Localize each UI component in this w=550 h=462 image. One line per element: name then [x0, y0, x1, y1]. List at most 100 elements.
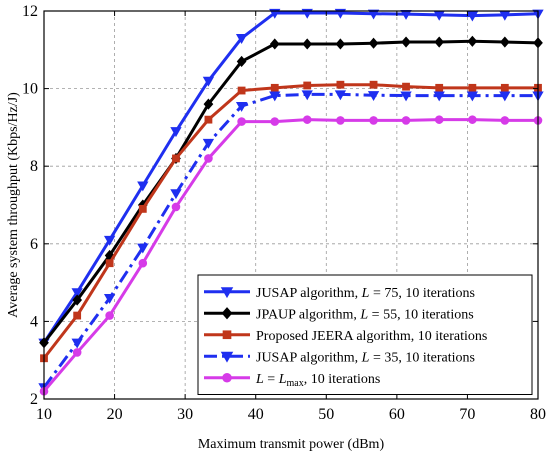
- data-point: [301, 90, 313, 101]
- data-point: [467, 35, 478, 47]
- legend-marker: [222, 372, 232, 383]
- x-tick-label: 80: [530, 406, 546, 423]
- data-point: [367, 9, 380, 20]
- data-point: [302, 115, 312, 124]
- data-point: [202, 76, 215, 87]
- data-point: [336, 116, 345, 125]
- x-tick-label: 50: [318, 406, 334, 423]
- series-2: [40, 80, 542, 363]
- series-line: [42, 39, 539, 344]
- ticks: 10 20 30 40 50 60 70 80 2 4 6 8 10 12: [22, 3, 546, 423]
- data-point: [137, 243, 149, 254]
- data-point: [369, 80, 378, 89]
- data-point: [302, 38, 313, 50]
- x-axis-label: Maximum transmit power (dBm): [198, 437, 385, 452]
- data-point: [401, 116, 411, 125]
- legend-label: JUSAP algorithm, L = 35, 10 iterations: [256, 350, 475, 365]
- y-axis-label: Average system throughput (Kbps/Hz/J): [6, 92, 21, 318]
- legend-item: JUSAP algorithm, L = 35, 10 iterations: [204, 350, 475, 365]
- data-point: [400, 91, 412, 102]
- legend-box: [197, 274, 533, 395]
- series-line: [42, 92, 538, 389]
- data-point: [171, 202, 181, 212]
- x-tick-label: 60: [389, 406, 405, 423]
- data-point: [434, 115, 444, 124]
- legend-marker: [221, 307, 233, 320]
- data-point: [466, 11, 479, 22]
- data-point: [105, 311, 114, 320]
- data-point: [204, 154, 213, 163]
- data-point: [170, 189, 182, 200]
- data-point: [73, 311, 82, 320]
- data-point: [402, 82, 410, 91]
- series-line: [42, 11, 539, 344]
- series-line: [42, 118, 538, 393]
- data-point: [435, 83, 444, 92]
- data-point: [72, 348, 82, 357]
- data-point: [236, 55, 247, 67]
- x-tick-label: 40: [248, 406, 264, 423]
- data-point: [270, 117, 280, 126]
- data-point: [237, 86, 246, 95]
- data-point: [71, 288, 83, 299]
- x-tick-label: 70: [459, 406, 475, 423]
- data-point: [401, 36, 411, 48]
- legend-marker: [222, 330, 232, 340]
- data-point: [433, 91, 445, 102]
- data-point: [138, 204, 147, 213]
- data-point: [367, 91, 380, 102]
- legend: JUSAP algorithm, L = 75, 10 iterations JP…: [197, 274, 533, 395]
- data-point: [72, 294, 83, 306]
- legend-item: JPAUP algorithm, L = 55, 10 iterations: [204, 307, 474, 322]
- y-tick-label: 2: [30, 391, 38, 408]
- data-point: [172, 154, 180, 163]
- data-point: [137, 181, 149, 192]
- legend-label: L = Lmax, 10 iterations: [255, 372, 380, 389]
- legend-label: JPAUP algorithm, L = 55, 10 iterations: [256, 307, 474, 322]
- data-point: [170, 127, 182, 138]
- data-point: [499, 91, 511, 102]
- data-point: [369, 116, 378, 125]
- y-tick-label: 4: [30, 313, 38, 330]
- legend-label: Proposed JEERA algorithm, 10 iterations: [256, 329, 487, 344]
- data-point: [269, 91, 281, 102]
- legend-label: JUSAP algorithm, L = 75, 10 iterations: [256, 286, 475, 301]
- data-point: [105, 259, 114, 268]
- y-tick-label: 8: [30, 158, 38, 175]
- data-point: [103, 235, 116, 246]
- data-point: [368, 37, 379, 49]
- data-point: [270, 83, 279, 92]
- y-tick-label: 6: [30, 236, 38, 253]
- data-point: [466, 91, 479, 102]
- x-tick-label: 20: [107, 406, 123, 423]
- data-point: [71, 338, 83, 349]
- y-tick-label: 10: [22, 81, 38, 98]
- data-point: [468, 83, 477, 92]
- data-point: [500, 116, 510, 125]
- series-4: [39, 115, 543, 396]
- data-point: [235, 34, 248, 44]
- plot-frame: [43, 10, 539, 400]
- legend-item: JUSAP algorithm, L = 75, 10 iterations: [204, 286, 475, 301]
- data-point: [235, 101, 248, 112]
- data-point: [500, 83, 509, 92]
- legend-marker: [220, 287, 234, 299]
- data-point: [138, 258, 148, 268]
- data-point: [468, 115, 477, 124]
- data-point: [203, 98, 214, 110]
- data-point: [434, 36, 445, 48]
- x-tick-label: 10: [36, 406, 52, 423]
- data-point: [237, 117, 246, 126]
- y-tick-label: 12: [22, 3, 38, 20]
- data-point: [103, 294, 116, 304]
- data-point: [269, 38, 280, 50]
- legend-item: L = Lmax, 10 iterations: [204, 372, 380, 389]
- data-point: [334, 90, 347, 101]
- series-line: [42, 83, 538, 360]
- data-point: [202, 138, 215, 149]
- data-point: [336, 80, 345, 89]
- legend-item: Proposed JEERA algorithm, 10 iterations: [204, 329, 487, 344]
- data-point: [303, 81, 312, 90]
- data-point: [499, 36, 510, 48]
